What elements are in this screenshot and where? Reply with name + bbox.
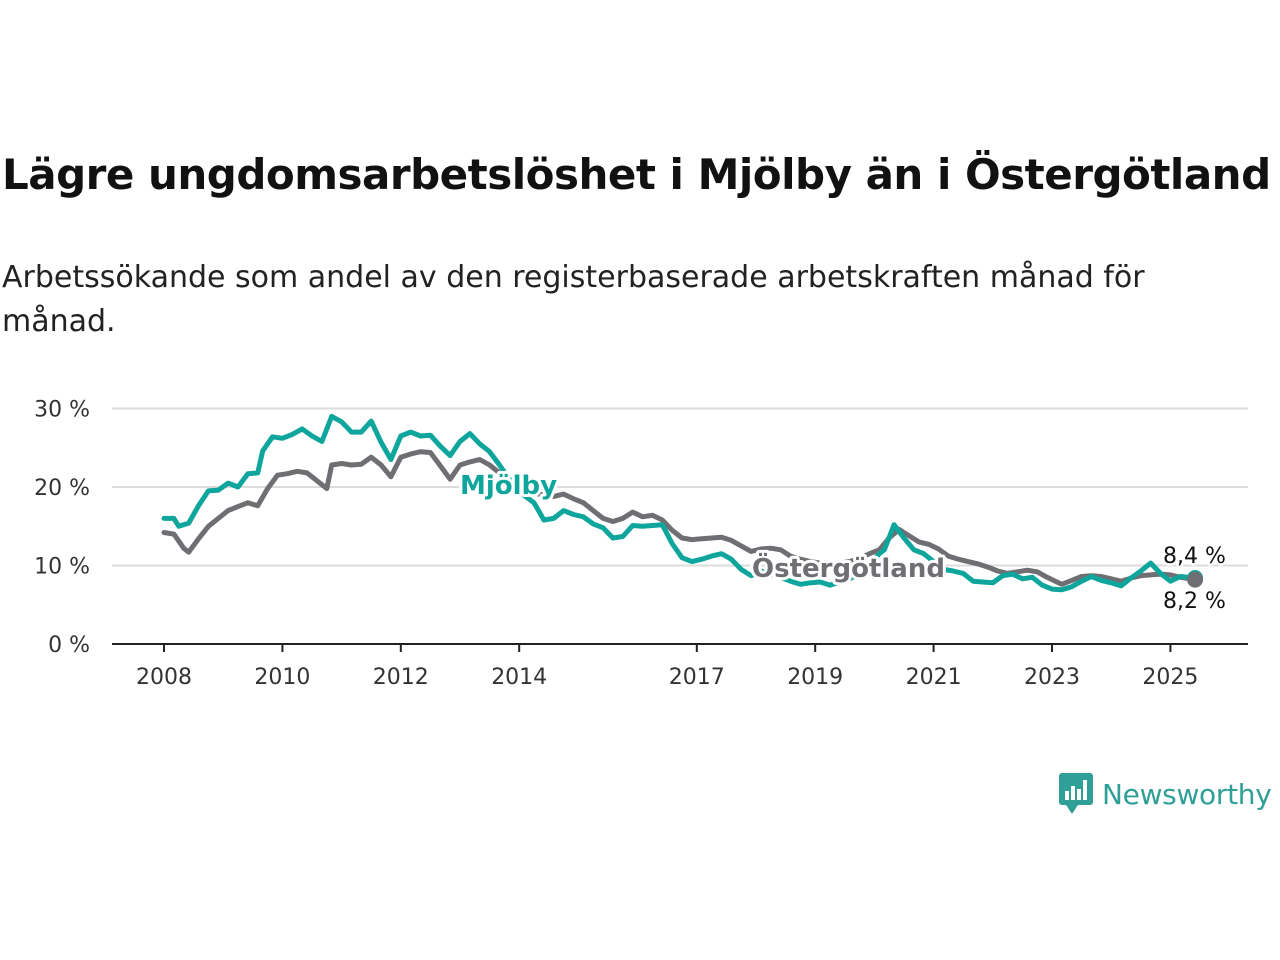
series-line-mjolby (161, 413, 1198, 593)
x-tick-label: 2010 (254, 665, 310, 690)
end-value-ostergotland: 8,2 % (1163, 589, 1226, 614)
chart-subtitle: Arbetssökande som andel av den registerb… (2, 260, 1145, 339)
x-tick-label: 2025 (1142, 665, 1198, 690)
series-line-ostergotland (161, 449, 1198, 587)
end-value-mjolby: 8,4 % (1163, 544, 1226, 569)
x-tick-label: 2012 (373, 665, 429, 690)
series-lines (161, 413, 1204, 593)
line-chart: 0 % 10 % 20 % 30 % 2008 2010 2012 2014 2017 2019… (34, 398, 1248, 690)
series-label-mjolby: Mjölby (460, 471, 557, 501)
x-tick-label: 2014 (491, 665, 547, 690)
y-tick-label: 0 % (48, 633, 90, 658)
x-axis: 2008 2010 2012 2014 2017 2019 2021 2023 2025 (112, 643, 1248, 690)
x-tick-label: 2023 (1024, 665, 1080, 690)
y-tick-label: 20 % (34, 476, 90, 501)
chart-title: Lägre ungdomsarbetslöshet i Mjölby än i … (2, 150, 1271, 199)
brand-name: Newsworthy (1102, 777, 1272, 811)
newsworthy-logo: Newsworthy (1058, 772, 1272, 816)
x-tick-label: 2008 (136, 665, 192, 690)
series-label-ostergotland: Östergötland (752, 551, 945, 584)
y-tick-label: 10 % (34, 555, 90, 580)
end-point-ostergotland (1187, 571, 1204, 588)
x-tick-label: 2021 (906, 665, 962, 690)
y-tick-label: 30 % (34, 398, 90, 423)
x-tick-label: 2019 (787, 665, 843, 690)
x-tick-label: 2017 (669, 665, 725, 690)
labels: Mjölby Östergötland 8,4 % 8,2 % (457, 468, 1228, 617)
bar-chart-speech-bubble-icon (1059, 773, 1093, 814)
grid-lines: 0 % 10 % 20 % 30 % (34, 398, 1248, 658)
